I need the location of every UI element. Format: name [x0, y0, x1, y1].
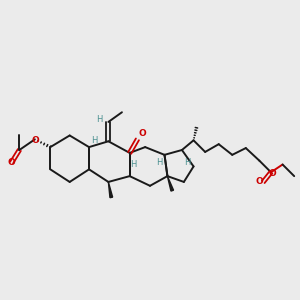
Polygon shape [108, 182, 112, 198]
Text: H: H [157, 158, 163, 167]
Text: H: H [130, 160, 137, 169]
Text: O: O [256, 177, 263, 186]
Text: H: H [97, 116, 103, 124]
Text: O: O [32, 136, 40, 145]
Text: H: H [91, 136, 97, 145]
Text: O: O [8, 158, 16, 167]
Polygon shape [167, 176, 173, 191]
Text: H: H [184, 158, 191, 167]
Text: O: O [138, 129, 146, 138]
Text: O: O [268, 169, 276, 178]
